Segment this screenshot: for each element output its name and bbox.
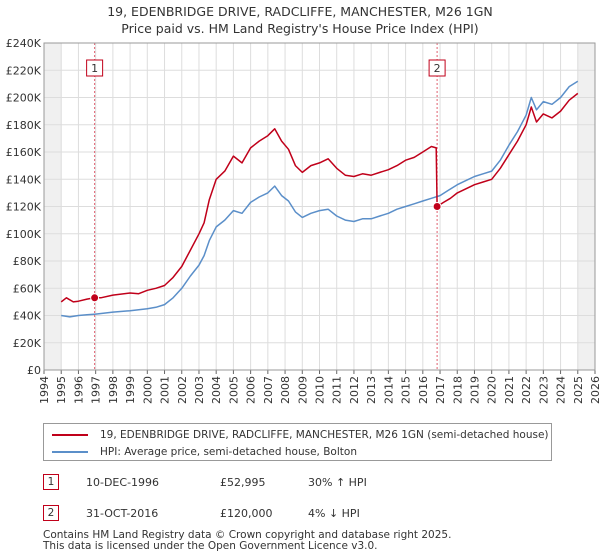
footer-licence: This data is licensed under the Open Gov… [43,540,378,552]
transaction-date: 31-OCT-2016 [86,506,159,520]
x-tick-label: 2005 [227,376,240,404]
transaction-label: 1 [86,59,104,77]
x-tick-label: 2021 [503,376,516,404]
transaction-row: 2 31-OCT-2016 £120,000 4% ↓ HPI [43,503,563,523]
y-tick-label: £0 [27,364,41,377]
transaction-label-text: 1 [91,62,98,75]
price-chart: £0 £20K £40K £60K £80K £100K £120K £140K £160K £1… [6,37,600,404]
x-tick-label: 2018 [451,376,464,404]
x-tick-label: 2015 [400,376,413,404]
x-tick-label: 2022 [520,376,533,404]
y-tick-label: £140K [6,173,42,186]
property-price-line [60,92,579,303]
y-tick-label: £180K [6,119,42,132]
transaction-label-box [428,59,446,77]
x-tick-label: 1996 [72,376,85,404]
footer: Contains HM Land Registry data © Crown c… [43,530,451,552]
y-tick-label: £200K [6,92,42,105]
x-tick-label: 2007 [262,376,275,404]
transaction-point [432,202,442,211]
transaction-price: £52,995 [220,475,266,489]
y-tick-label: £20K [13,337,42,350]
x-tick-label: 2017 [434,376,447,404]
chart-title-line1: 19, EDENBRIDGE DRIVE, RADCLIFFE, MANCHES… [107,4,493,19]
x-tick-label: 1997 [90,376,103,404]
x-tick-label: 2006 [245,376,258,404]
y-tick-label: £240K [6,37,42,50]
plot-border [43,42,596,371]
x-tick-label: 2020 [486,376,499,404]
transaction-label-text: 2 [434,62,441,75]
y-tick-label: £120K [6,201,42,214]
x-tick-label: 1994 [38,376,51,404]
chart-title: 19, EDENBRIDGE DRIVE, RADCLIFFE, MANCHES… [0,3,600,37]
x-tick-label: 2004 [210,376,223,404]
chart-title-line2: Price paid vs. HM Land Registry's House … [121,21,479,36]
x-tick-label: 2019 [468,376,481,404]
x-tick-label: 2003 [193,376,206,404]
footer-copyright: Contains HM Land Registry data © Crown c… [43,529,452,541]
x-tick-label: 2013 [365,376,378,404]
x-tick-label: 2010 [314,376,327,404]
transaction-hpi: 4% ↓ HPI [308,506,360,520]
x-tick-label: 2016 [417,376,430,404]
x-tick-label: 1999 [124,376,137,404]
transaction-label-box [86,59,104,77]
transaction-price: £120,000 [220,506,273,520]
legend-swatch-hpi [52,451,88,453]
legend-item-property: 19, EDENBRIDGE DRIVE, RADCLIFFE, MANCHES… [52,427,549,443]
transaction-badge: 1 [43,474,59,490]
x-tick-label: 2009 [296,376,309,404]
legend-label-hpi: HPI: Average price, semi-detached house,… [100,446,357,458]
y-tick-label: £80K [13,255,42,268]
y-tick-label: £220K [6,64,42,77]
legend-swatch-property [52,434,88,436]
x-tick-label: 2011 [331,376,344,404]
legend-item-hpi: HPI: Average price, semi-detached house,… [52,444,357,460]
x-tick-label: 2023 [537,376,550,404]
x-tick-label: 2024 [555,376,568,404]
hpi-line [61,80,579,318]
x-tick-label: 2008 [279,376,292,404]
y-tick-label: £160K [6,146,42,159]
x-tick-label: 2025 [572,376,585,404]
transaction-hpi: 30% ↑ HPI [308,475,367,489]
x-tick-label: 1998 [107,376,120,404]
transaction-point [90,293,100,303]
transaction-label: 2 [428,59,446,77]
x-tick-label: 2026 [589,376,600,404]
legend: 19, EDENBRIDGE DRIVE, RADCLIFFE, MANCHES… [43,423,552,461]
x-tick-label: 2012 [348,376,361,404]
y-tick-label: £40K [13,310,42,323]
x-tick-label: 1995 [55,376,68,404]
x-tick-label: 2014 [382,376,395,404]
transaction-row: 1 10-DEC-1996 £52,995 30% ↑ HPI [43,472,563,492]
transaction-date: 10-DEC-1996 [86,475,160,489]
x-tick-label: 2002 [176,376,189,404]
y-tick-label: £100K [6,228,42,241]
x-tick-label: 2001 [159,376,172,404]
x-tick-label: 2000 [141,376,154,404]
legend-label-property: 19, EDENBRIDGE DRIVE, RADCLIFFE, MANCHES… [100,429,549,441]
y-tick-label: £60K [13,282,42,295]
transaction-badge: 2 [43,505,59,521]
